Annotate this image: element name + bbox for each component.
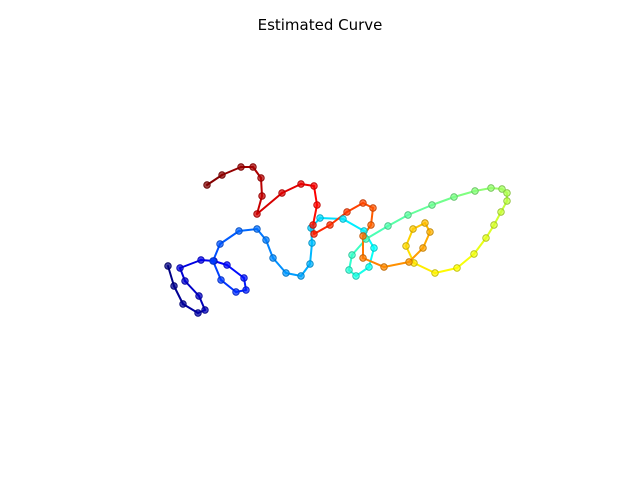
data-point: [369, 204, 377, 212]
curve-segment: [434, 267, 458, 274]
data-point: [487, 184, 495, 192]
data-point: [367, 221, 375, 229]
data-point: [359, 232, 367, 240]
data-point: [253, 210, 261, 218]
data-point: [345, 266, 353, 274]
marker-layer: [164, 163, 511, 317]
data-point: [402, 242, 410, 250]
data-point: [370, 244, 378, 252]
data-point: [498, 185, 506, 193]
data-point: [450, 193, 458, 201]
data-point: [235, 227, 243, 235]
curve-segment: [383, 261, 410, 268]
data-point: [503, 197, 511, 205]
data-point: [365, 263, 373, 271]
data-point: [470, 250, 478, 258]
data-point: [380, 263, 388, 271]
data-point: [176, 264, 184, 272]
data-point: [453, 264, 461, 272]
curve-segment: [342, 218, 365, 232]
data-point: [257, 174, 265, 182]
data-point: [253, 225, 261, 233]
data-point: [428, 201, 436, 209]
curve-segment: [179, 259, 202, 269]
curve-segment: [407, 204, 433, 216]
data-point: [201, 306, 209, 314]
data-point: [409, 225, 417, 233]
curve-segment: [387, 214, 409, 227]
data-point: [269, 254, 277, 262]
data-point: [164, 262, 172, 270]
data-point: [170, 282, 178, 290]
data-point: [339, 215, 347, 223]
data-point: [223, 261, 231, 269]
data-point: [216, 240, 224, 248]
data-point: [310, 182, 318, 190]
data-point: [242, 286, 250, 294]
data-point: [384, 222, 392, 230]
data-point: [179, 300, 187, 308]
curve-segment: [413, 262, 436, 274]
curve-segment: [431, 196, 455, 206]
curve-segment: [256, 192, 283, 215]
data-point: [306, 260, 314, 268]
data-point: [309, 221, 317, 229]
data-point: [308, 239, 316, 247]
data-point: [503, 189, 511, 197]
data-point: [282, 269, 290, 277]
data-point: [194, 309, 202, 317]
chart-title: Estimated Curve: [258, 16, 383, 34]
data-point: [297, 180, 305, 188]
data-point: [181, 277, 189, 285]
curve-segment: [362, 257, 385, 268]
data-point: [197, 256, 205, 264]
data-point: [421, 219, 429, 227]
data-point: [352, 272, 360, 280]
curve-segment: [365, 225, 389, 240]
data-point: [326, 221, 334, 229]
data-point: [426, 228, 434, 236]
data-point: [209, 257, 217, 265]
data-point: [343, 208, 351, 216]
data-point: [310, 230, 318, 238]
data-point: [497, 208, 505, 216]
data-point: [313, 201, 321, 209]
data-point: [217, 276, 225, 284]
data-point: [431, 269, 439, 277]
data-point: [297, 272, 305, 280]
data-point: [482, 234, 490, 242]
data-point: [232, 288, 240, 296]
data-point: [249, 163, 257, 171]
data-point: [404, 211, 412, 219]
data-point: [203, 181, 211, 189]
data-point: [471, 187, 479, 195]
data-point: [419, 244, 427, 252]
data-point: [218, 171, 226, 179]
data-point: [359, 199, 367, 207]
data-point: [316, 214, 324, 222]
data-point: [405, 258, 413, 266]
data-point: [240, 274, 248, 282]
data-point: [237, 163, 245, 171]
data-point: [490, 221, 498, 229]
data-point: [278, 189, 286, 197]
data-point: [262, 236, 270, 244]
data-point: [195, 292, 203, 300]
data-point: [348, 251, 356, 259]
curve-segment: [219, 230, 240, 245]
data-point: [359, 254, 367, 262]
data-point: [258, 192, 266, 200]
